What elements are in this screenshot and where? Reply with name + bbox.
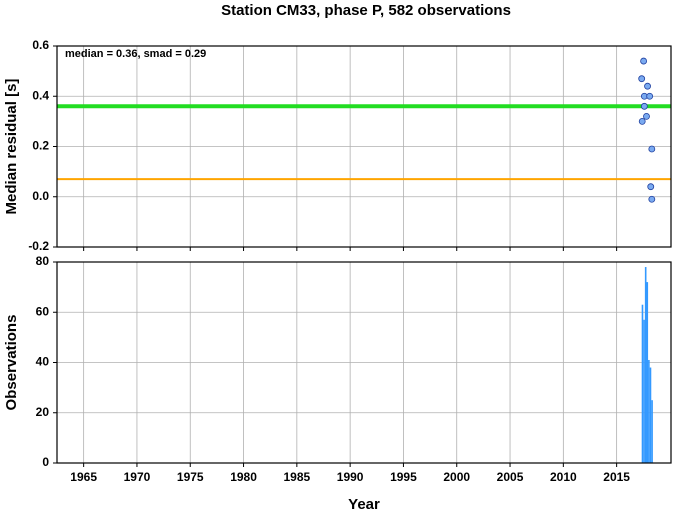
x-tick-label: 2015 — [603, 470, 630, 484]
point — [646, 92, 654, 100]
y-tick-label: -0.2 — [28, 239, 49, 253]
y-tick-label: 80 — [36, 254, 50, 268]
x-tick-label: 2010 — [550, 470, 577, 484]
x-tick-label: 1990 — [337, 470, 364, 484]
point — [647, 183, 655, 191]
bar — [648, 359, 650, 463]
point — [648, 195, 656, 203]
bar — [649, 367, 652, 463]
y-axis-label: Median residual [s] — [3, 79, 20, 215]
chart-title: Station CM33, phase P, 582 observations — [221, 2, 511, 19]
y-tick-label: 20 — [36, 405, 50, 419]
x-tick-label: 2000 — [443, 470, 470, 484]
point — [644, 82, 651, 90]
y-tick-label: 0.0 — [32, 189, 49, 203]
y-tick-label: 0.4 — [32, 88, 49, 102]
annotation: median = 0.36, smad = 0.29 — [65, 48, 206, 60]
x-tick-label: 1995 — [390, 470, 417, 484]
y-tick-label: 40 — [36, 355, 50, 369]
point — [643, 112, 650, 120]
point — [638, 75, 646, 83]
x-axis-label: Year — [348, 496, 380, 511]
x-tick-label: 1965 — [70, 470, 97, 484]
point — [648, 145, 656, 153]
y-tick-label: 0.2 — [32, 139, 49, 153]
bar — [646, 282, 649, 463]
x-tick-label: 1985 — [283, 470, 310, 484]
x-tick-label: 2005 — [497, 470, 524, 484]
x-tick-label: 1975 — [177, 470, 204, 484]
point — [640, 102, 648, 110]
y-tick-label: 60 — [36, 304, 50, 318]
bar — [644, 267, 647, 463]
x-tick-label: 1970 — [124, 470, 151, 484]
plot-frame — [56, 261, 672, 464]
bar — [651, 400, 653, 463]
bar — [643, 319, 645, 463]
point — [640, 57, 648, 65]
y-axis-label: Observations — [3, 315, 20, 411]
x-tick-label: 1980 — [230, 470, 257, 484]
y-tick-label: 0.6 — [32, 38, 49, 52]
point — [638, 117, 646, 125]
bar — [641, 304, 644, 463]
plot-frame — [56, 45, 672, 248]
y-tick-label: 0 — [42, 455, 49, 469]
